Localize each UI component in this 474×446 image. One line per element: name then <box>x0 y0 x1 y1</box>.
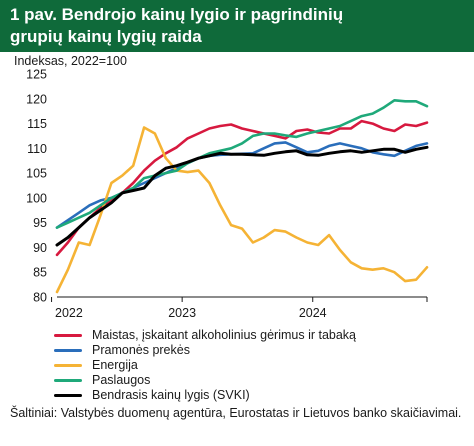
legend-label: Maistas, įskaitant alkoholinius gėrimus … <box>92 328 357 342</box>
x-tick-label: 2023 <box>168 306 196 320</box>
legend-label: Pramonės prekės <box>92 343 190 357</box>
y-tick-label: 90 <box>33 241 47 255</box>
y-tick-label: 80 <box>33 291 47 305</box>
series-line <box>55 145 429 247</box>
series-line <box>55 98 429 229</box>
y-tick-label: 115 <box>27 117 47 131</box>
line-chart: Indeksas, 2022=100 80 85 90 95 100 105 110 115 1… <box>14 54 429 320</box>
y-tick-label: 110 <box>27 142 47 156</box>
x-axis: 2022 2023 2024 <box>51 296 428 320</box>
y-axis-ticks: 80 85 90 95 100 105 110 115 120 125 <box>26 68 47 305</box>
y-tick-label: 120 <box>26 92 47 106</box>
legend-swatch <box>54 334 82 337</box>
y-tick-label: 85 <box>33 266 47 280</box>
legend-label: Paslaugos <box>92 373 151 387</box>
x-tick-label: 2022 <box>55 306 83 320</box>
series-line <box>55 126 429 294</box>
legend-swatch <box>54 364 82 367</box>
series-line <box>55 119 429 257</box>
source-note: Šaltiniai: Valstybės duomenų agentūra, E… <box>10 406 462 420</box>
legend-swatch <box>54 349 82 352</box>
chart-title-banner: 1 pav. Bendrojo kainų lygio ir pagrindin… <box>0 0 474 52</box>
y-tick-label: 95 <box>33 216 47 230</box>
y-tick-label: 105 <box>26 167 47 181</box>
legend-label: Energija <box>92 358 138 372</box>
chart-title-line-1: 1 pav. Bendrojo kainų lygio ir pagrindin… <box>10 5 344 24</box>
legend-swatch <box>54 394 82 397</box>
legend-swatch <box>54 379 82 382</box>
legend-label: Bendrasis kainų lygis (SVKI) <box>92 388 250 402</box>
x-tick-label: 2024 <box>299 306 327 320</box>
series-lines <box>55 98 429 294</box>
chart-title-line-2: grupių kainų lygių raida <box>10 27 202 46</box>
y-tick-label: 100 <box>26 191 47 205</box>
y-axis-label: Indeksas, 2022=100 <box>14 54 127 68</box>
y-tick-label: 125 <box>26 68 47 82</box>
